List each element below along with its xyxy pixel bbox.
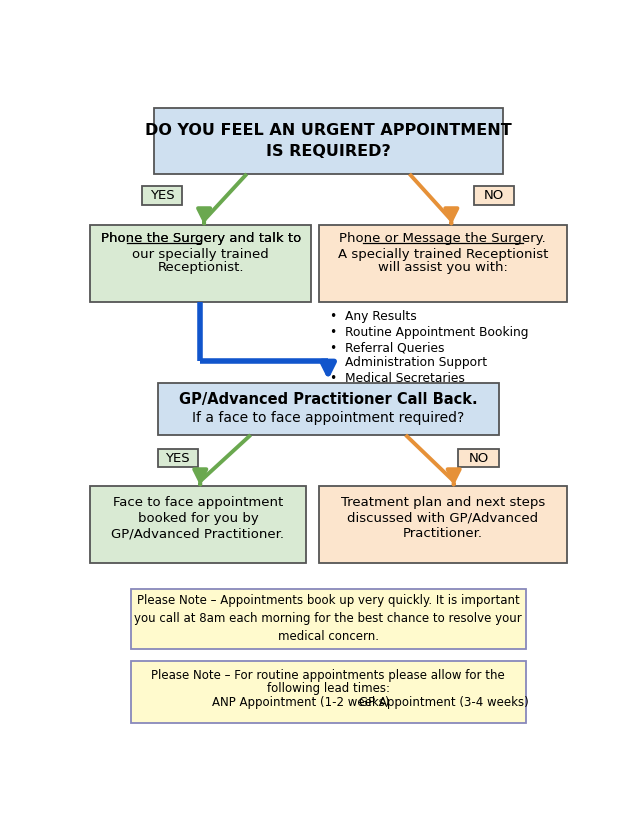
FancyBboxPatch shape bbox=[90, 485, 306, 563]
Text: GP Appointment (3-4 weeks): GP Appointment (3-4 weeks) bbox=[359, 696, 529, 710]
Text: GP/Advanced Practitioner Call Back.: GP/Advanced Practitioner Call Back. bbox=[179, 392, 478, 407]
Text: ANP Appointment (1-2 weeks): ANP Appointment (1-2 weeks) bbox=[212, 696, 389, 710]
Text: Receptionist.: Receptionist. bbox=[158, 261, 244, 275]
FancyBboxPatch shape bbox=[474, 186, 514, 205]
Text: Treatment plan and next steps: Treatment plan and next steps bbox=[341, 496, 545, 509]
Text: YES: YES bbox=[165, 452, 190, 465]
Text: Please Note – For routine appointments please allow for the: Please Note – For routine appointments p… bbox=[151, 669, 505, 681]
Text: •  Referral Queries: • Referral Queries bbox=[331, 341, 445, 354]
Text: GP/Advanced Practitioner.: GP/Advanced Practitioner. bbox=[112, 527, 285, 540]
Text: booked for you by: booked for you by bbox=[138, 512, 258, 524]
FancyBboxPatch shape bbox=[158, 449, 198, 467]
Text: Phone the Surgery and talk to: Phone the Surgery and talk to bbox=[101, 232, 301, 245]
Text: following lead times:: following lead times: bbox=[267, 681, 390, 695]
Text: •  Any Results: • Any Results bbox=[331, 310, 417, 323]
Text: discussed with GP/Advanced: discussed with GP/Advanced bbox=[347, 512, 538, 524]
FancyBboxPatch shape bbox=[131, 662, 526, 723]
Text: our specially trained: our specially trained bbox=[132, 248, 269, 261]
Text: •  Medical Secretaries: • Medical Secretaries bbox=[331, 372, 465, 385]
Text: will assist you with:: will assist you with: bbox=[378, 261, 508, 275]
Text: DO YOU FEEL AN URGENT APPOINTMENT
IS REQUIRED?: DO YOU FEEL AN URGENT APPOINTMENT IS REQ… bbox=[145, 123, 512, 160]
FancyBboxPatch shape bbox=[319, 225, 567, 302]
FancyBboxPatch shape bbox=[319, 485, 567, 563]
Text: Please Note – Appointments book up very quickly. It is important
you call at 8am: Please Note – Appointments book up very … bbox=[134, 595, 522, 643]
Text: •  Routine Appointment Booking: • Routine Appointment Booking bbox=[331, 326, 529, 338]
Text: Phone the Surgery and talk to: Phone the Surgery and talk to bbox=[101, 232, 301, 245]
Text: If a face to face appointment required?: If a face to face appointment required? bbox=[192, 411, 464, 425]
Text: NO: NO bbox=[484, 189, 504, 202]
FancyBboxPatch shape bbox=[158, 383, 499, 435]
Text: YES: YES bbox=[150, 189, 174, 202]
Text: Phone or Message the Surgery.: Phone or Message the Surgery. bbox=[340, 232, 546, 245]
FancyBboxPatch shape bbox=[458, 449, 499, 467]
Text: Face to face appointment: Face to face appointment bbox=[113, 496, 283, 509]
Text: Practitioner.: Practitioner. bbox=[403, 527, 483, 540]
Text: NO: NO bbox=[469, 452, 488, 465]
Text: A specially trained Receptionist: A specially trained Receptionist bbox=[338, 248, 548, 261]
FancyBboxPatch shape bbox=[154, 108, 503, 174]
FancyBboxPatch shape bbox=[142, 186, 183, 205]
FancyBboxPatch shape bbox=[131, 589, 526, 649]
Text: •  Administration Support: • Administration Support bbox=[331, 356, 488, 370]
FancyBboxPatch shape bbox=[90, 225, 311, 302]
